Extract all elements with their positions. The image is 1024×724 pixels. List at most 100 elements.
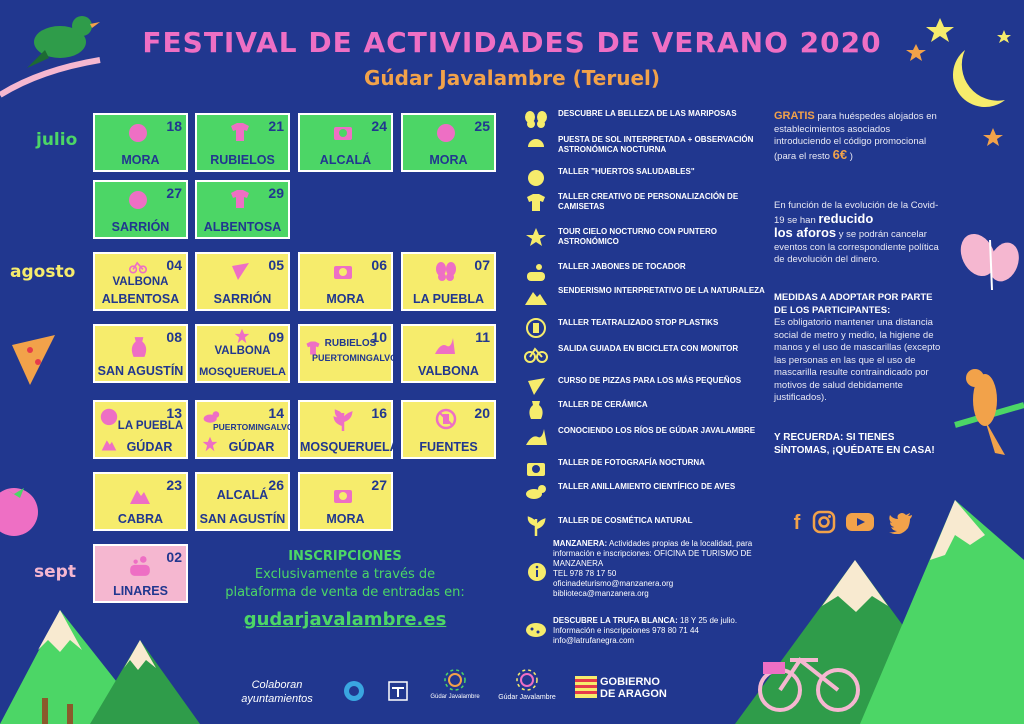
- inscripciones-line: Exclusivamente a través de: [254, 567, 436, 582]
- tomato-icon: [129, 191, 147, 209]
- activity-label: TALLER DE CERÁMICA: [558, 400, 648, 409]
- municipal-logo-icon: [388, 681, 408, 701]
- soap-icon: [130, 556, 150, 576]
- event-day: 18: [166, 118, 182, 134]
- event-location: MOSQUERUELA: [300, 440, 399, 454]
- event-location: SARRIÓN: [213, 292, 272, 306]
- event-location: LA PUEBLA: [412, 292, 485, 306]
- event-location: MOSQUERUELA: [199, 366, 286, 378]
- event-card: 04 VALBONA ALBENTOSA: [93, 252, 188, 311]
- event-day: 23: [166, 477, 182, 493]
- event-card: 27 MORA: [298, 472, 393, 531]
- moon-icon: [952, 50, 1005, 108]
- tshirt-icon: [527, 194, 545, 211]
- info-icon: [528, 563, 546, 581]
- colaboran-line: ayuntamientos: [241, 693, 313, 705]
- facebook-icon[interactable]: f: [793, 512, 801, 534]
- event-location: MORA: [429, 153, 468, 167]
- event-card: 10 RUBIELOS PUERTOMINGALVO: [298, 324, 397, 383]
- event-location: ALCALÁ: [319, 153, 372, 167]
- colaboran-line: Colaboran: [251, 679, 303, 691]
- star-icon: [234, 328, 250, 344]
- mountain-icon: [130, 490, 150, 504]
- event-day: 08: [166, 329, 182, 345]
- instagram-icon[interactable]: [812, 510, 836, 534]
- tomato-icon: [528, 170, 544, 186]
- event-card: 27 SARRIÓN: [93, 180, 188, 239]
- medidas-note: MEDIDAS A ADOPTAR POR PARTE DE LOS PARTI…: [774, 292, 946, 405]
- vase-icon: [529, 401, 543, 419]
- event-day: 04: [166, 257, 182, 273]
- event-day: 24: [371, 118, 387, 134]
- camera-icon: [334, 490, 352, 503]
- covid-highlight: reducido: [818, 210, 874, 226]
- bicycle-icon: [524, 347, 548, 363]
- event-day: 09: [268, 329, 284, 345]
- bird-icon: [203, 411, 220, 423]
- activity-label: PUESTA DE SOL INTERPRETADA + OBSERVACIÓN…: [558, 135, 754, 154]
- event-location: MORA: [326, 512, 365, 526]
- gudar-logo-label: Gúdar Javalambre: [430, 694, 480, 700]
- event-day: 07: [474, 257, 490, 273]
- recuerda-note: Y RECUERDA: SI TIENES SÍNTOMAS, ¡QUÉDATE…: [774, 432, 946, 457]
- mountain-icon: [525, 292, 547, 305]
- manzanera-label: MANZANERA:: [553, 539, 608, 548]
- gudar-logo-icon: [516, 669, 538, 691]
- activity-label: TALLER CREATIVO DE PERSONALIZACIÓN DE CA…: [558, 192, 739, 211]
- twitter-icon[interactable]: [888, 510, 914, 534]
- butterfly-icon: [436, 262, 456, 281]
- event-card: 09 VALBONA MOSQUERUELA: [195, 324, 290, 383]
- event-day: 25: [474, 118, 490, 134]
- event-location: ALCALÁ: [216, 488, 269, 502]
- inscripciones-title: INSCRIPCIONES: [288, 549, 402, 564]
- page-subtitle: Gúdar Javalambre (Teruel): [363, 66, 660, 90]
- event-card: 13 LA PUEBLA GÚDAR: [93, 400, 188, 459]
- event-card: 11 VALBONA: [401, 324, 496, 383]
- event-location: LINARES: [113, 584, 168, 598]
- page-title: FESTIVAL DE ACTIVIDADES DE VERANO 2020: [142, 26, 882, 59]
- recuerda-text: Y RECUERDA: SI TIENES SÍNTOMAS, ¡QUÉDATE…: [774, 432, 935, 456]
- star-icon: [526, 228, 546, 246]
- trufa-info: DESCUBRE LA TRUFA BLANCA: 18 Y 25 de jul…: [553, 616, 753, 646]
- vase-icon: [131, 337, 147, 357]
- camera-icon: [334, 127, 352, 140]
- tomato-icon: [129, 124, 147, 142]
- manzanera-email[interactable]: biblioteca@manzanera.org: [553, 589, 649, 598]
- event-location: MORA: [121, 153, 160, 167]
- mountain-icon: [101, 440, 117, 451]
- youtube-icon[interactable]: [845, 510, 875, 534]
- gobierno-aragon-logo: GOBIERNO DE ARAGON: [600, 676, 667, 700]
- star-icon: [906, 44, 926, 61]
- trufa-email[interactable]: info@latrufanegra.com: [553, 636, 635, 645]
- month-label-julio: julio: [36, 130, 78, 150]
- event-card: 23 CABRA: [93, 472, 188, 531]
- river-icon: [526, 429, 547, 445]
- event-card: 29 ALBENTOSA: [195, 180, 290, 239]
- covid-note: En función de la evolución de la Covid-1…: [774, 200, 946, 267]
- event-day: 20: [474, 405, 490, 421]
- event-location: CABRA: [117, 512, 164, 526]
- website-link[interactable]: gudarjavalambre.es: [243, 609, 447, 630]
- tshirt-icon: [231, 123, 249, 141]
- aragon-flag-icon: [575, 676, 597, 698]
- event-card: 18 MORA: [93, 113, 188, 172]
- activity-label: SALIDA GUIADA EN BICICLETA CON MONITOR: [558, 344, 739, 353]
- medidas-title: MEDIDAS A ADOPTAR POR PARTE DE LOS PARTI…: [774, 292, 933, 316]
- event-card: 07 LA PUEBLA: [401, 252, 496, 311]
- tshirt-icon: [231, 190, 249, 208]
- gratis-end: ): [847, 150, 853, 162]
- activity-label: CONOCIENDO LOS RÍOS DE GÚDAR JAVALAMBRE: [558, 426, 756, 435]
- event-day: 27: [166, 185, 182, 201]
- manzanera-email[interactable]: oficinadeturismo@manzanera.org: [553, 579, 674, 588]
- activity-label: TOUR CIELO NOCTURNO CON PUNTERO ASTRONÓM…: [558, 227, 717, 246]
- no-plastic-icon: [526, 318, 546, 338]
- event-location: SAN AGUSTÍN: [199, 512, 286, 526]
- event-location: FUENTES: [419, 440, 478, 454]
- butterfly-icon: [960, 233, 1019, 291]
- tomato-icon: [0, 488, 38, 536]
- gobierno-line: DE ARAGON: [600, 688, 667, 700]
- event-day: 06: [371, 257, 387, 273]
- medidas-text: Es obligatorio mantener una distancia so…: [774, 317, 941, 403]
- event-day: 05: [268, 257, 284, 273]
- event-location: VALBONA: [214, 345, 271, 357]
